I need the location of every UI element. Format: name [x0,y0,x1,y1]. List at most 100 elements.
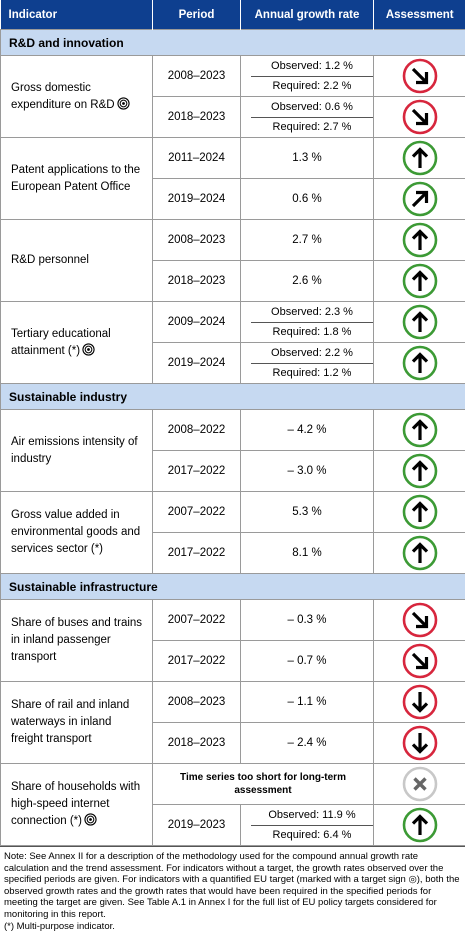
assessment-cell [374,179,465,220]
observed-rate: Observed: 2.2 % [251,344,373,364]
period: 2019–2023 [153,805,241,846]
row: R&D personnel 2008–2023 2.7 % [1,220,465,261]
header-cell: Assessment [374,0,465,30]
indicator-name: Gross value added in environmental goods… [1,492,153,574]
period: 2017–2022 [153,451,241,492]
section-title: Sustainable infrastructure [1,574,465,600]
row: Share of rail and inland waterways in in… [1,682,465,723]
observed-rate: Observed: 2.3 % [251,303,373,323]
assessment-icon [402,535,438,571]
assessment-cell [374,220,465,261]
assessment-cell [374,764,465,805]
assessment-icon [402,684,438,720]
section-row: Sustainable infrastructure [1,574,465,600]
growth-rate: 2.6 % [241,261,374,302]
indicator-cell: Tertiary educational attainment (*) [1,302,153,384]
assessment-cell [374,805,465,846]
target-icon [84,813,97,826]
growth-rate: 5.3 % [241,492,374,533]
assessment-icon [402,453,438,489]
section-title: Sustainable industry [1,384,465,410]
assessment-icon [402,304,438,340]
growth-cell: Observed: 1.2 %Required: 2.2 % [241,56,374,97]
assessment-icon [402,263,438,299]
row: Gross value added in environmental goods… [1,492,465,533]
period: 2017–2022 [153,533,241,574]
assessment-cell [374,261,465,302]
growth-cell: Observed: 2.3 %Required: 1.8 % [241,302,374,343]
period: 2011–2024 [153,138,241,179]
period: 2018–2023 [153,723,241,764]
assessment-cell [374,600,465,641]
assessment-icon [402,807,438,843]
header-cell: Annual growth rate [241,0,374,30]
period: 2008–2023 [153,56,241,97]
period: 2008–2022 [153,410,241,451]
period: 2007–2022 [153,492,241,533]
section-row: Sustainable industry [1,384,465,410]
header-row: Indicator Period Annual growth rate Asse… [1,0,465,30]
header-cell: Period [153,0,241,30]
row: Gross domestic expenditure on R&D 2008–2… [1,56,465,97]
indicator-name: Share of rail and inland waterways in in… [1,682,153,764]
growth-cell: Observed: 0.6 %Required: 2.7 % [241,97,374,138]
section-title: R&D and innovation [1,30,465,56]
header-cell: Indicator [1,0,153,30]
indicator-name: Share of households with high-speed inte… [11,781,140,827]
assessment-cell [374,682,465,723]
assessment-icon [402,494,438,530]
section-row: R&D and innovation [1,30,465,56]
note: Note: See Annex II for a description of … [4,851,461,921]
assessment-cell [374,641,465,682]
required-rate: Required: 6.4 % [251,826,373,845]
short-series-note: Time series too short for long-term asse… [153,764,374,805]
required-rate: Required: 1.8 % [251,323,373,342]
assessment-icon [402,766,438,802]
growth-rate: – 2.4 % [241,723,374,764]
assessment-icon [402,58,438,94]
assessment-cell [374,723,465,764]
observed-rate: Observed: 0.6 % [251,98,373,118]
indicator-name: Gross domestic expenditure on R&D [11,82,115,111]
footnote: (*) Multi-purpose indicator. [4,921,461,932]
row: Share of buses and trains in inland pass… [1,600,465,641]
assessment-cell [374,410,465,451]
period: 2009–2024 [153,302,241,343]
row: Air emissions intensity of industry 2008… [1,410,465,451]
period: 2017–2022 [153,641,241,682]
growth-rate: 0.6 % [241,179,374,220]
indicator-name: R&D personnel [1,220,153,302]
growth-rate: – 1.1 % [241,682,374,723]
indicator-cell: Share of households with high-speed inte… [1,764,153,846]
period: 2007–2022 [153,600,241,641]
required-rate: Required: 2.7 % [251,118,373,137]
growth-rate: – 3.0 % [241,451,374,492]
indicator-name: Share of buses and trains in inland pass… [1,600,153,682]
indicator-name: Air emissions intensity of industry [1,410,153,492]
indicator-cell: Gross domestic expenditure on R&D [1,56,153,138]
assessment-icon [402,222,438,258]
assessment-cell [374,56,465,97]
assessment-icon [402,140,438,176]
assessment-cell [374,138,465,179]
assessment-icon [402,643,438,679]
growth-rate: 1.3 % [241,138,374,179]
required-rate: Required: 1.2 % [251,364,373,383]
required-rate: Required: 2.2 % [251,77,373,96]
indicator-name: Tertiary educational attainment (*) [11,328,111,357]
assessment-cell [374,302,465,343]
indicator-table: Indicator Period Annual growth rate Asse… [0,0,465,846]
growth-cell: Observed: 2.2 %Required: 1.2 % [241,343,374,384]
assessment-icon [402,99,438,135]
assessment-cell [374,451,465,492]
growth-cell: Observed: 11.9 %Required: 6.4 % [241,805,374,846]
target-icon [117,97,130,110]
assessment-icon [402,725,438,761]
growth-rate: – 0.7 % [241,641,374,682]
assessment-icon [402,412,438,448]
assessment-cell [374,492,465,533]
footer: Note: See Annex II for a description of … [0,846,465,932]
period: 2018–2023 [153,261,241,302]
